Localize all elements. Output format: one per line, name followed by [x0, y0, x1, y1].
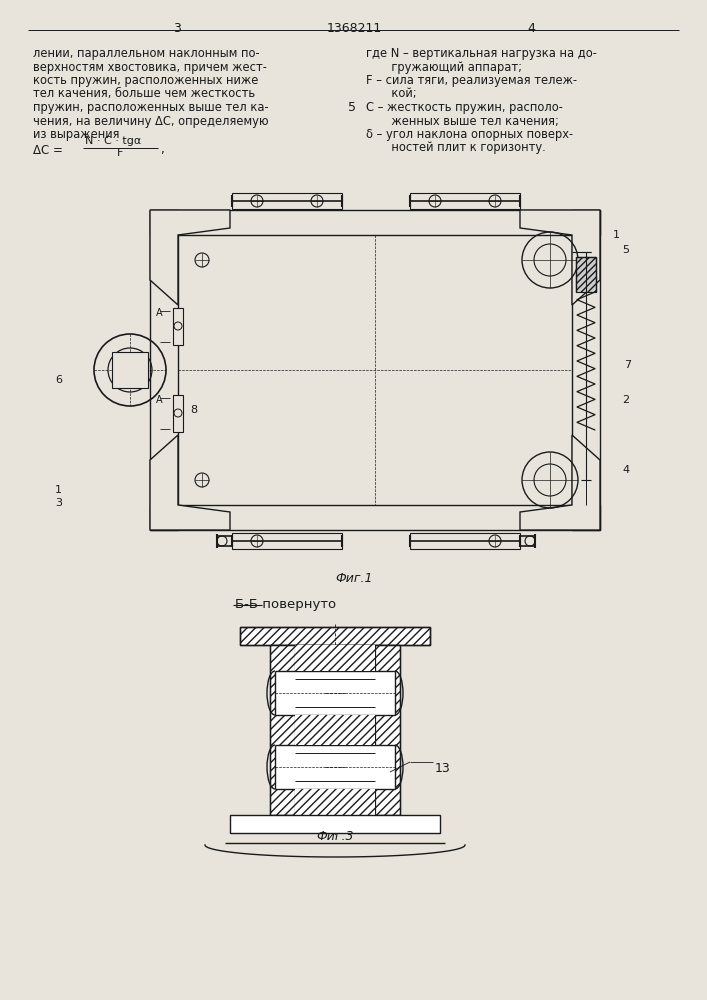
Polygon shape [150, 210, 230, 305]
Polygon shape [520, 435, 600, 530]
Text: кой;: кой; [366, 88, 416, 101]
Bar [375, 645, 400, 815]
Bar [295, 645, 375, 671]
Text: 1: 1 [55, 485, 62, 495]
Text: Фиг.1: Фиг.1 [335, 572, 373, 585]
Text: A: A [156, 308, 163, 318]
Bar [150, 505, 600, 530]
Bar [230, 815, 440, 833]
Text: из выражения: из выражения [33, 128, 119, 141]
Text: 3: 3 [173, 22, 181, 35]
Bar [410, 533, 520, 549]
Text: 7: 7 [624, 360, 631, 370]
Bar [232, 533, 342, 549]
Text: F – сила тяги, реализуемая тележ-: F – сила тяги, реализуемая тележ- [366, 74, 577, 87]
Bar [295, 715, 375, 745]
Bar [240, 627, 430, 645]
Bar [295, 789, 375, 815]
Text: δ – угол наклона опорных поверх-: δ – угол наклона опорных поверх- [366, 128, 573, 141]
Text: Фиг.3: Фиг.3 [316, 830, 354, 843]
Polygon shape [150, 435, 230, 530]
Text: кость пружин, расположенных ниже: кость пружин, расположенных ниже [33, 74, 258, 87]
Text: где N – вертикальная нагрузка на до-: где N – вертикальная нагрузка на до- [366, 47, 597, 60]
Text: ностей плит к горизонту.: ностей плит к горизонту. [366, 141, 546, 154]
Text: 1368211: 1368211 [327, 22, 382, 35]
Bar [275, 671, 395, 715]
Bar [112, 352, 148, 388]
Bar [270, 645, 295, 815]
Bar [576, 257, 596, 292]
Bar [232, 193, 342, 209]
Bar [375, 645, 400, 815]
Text: ΔC =: ΔC = [33, 143, 66, 156]
Text: верхностям хвостовика, причем жест-: верхностям хвостовика, причем жест- [33, 60, 267, 74]
Text: пружин, расположенных выше тел ка-: пружин, расположенных выше тел ка- [33, 101, 269, 114]
Text: женных выше тел качения;: женных выше тел качения; [366, 114, 559, 127]
Text: C – жесткость пружин, располо-: C – жесткость пружин, располо- [366, 101, 563, 114]
Text: 4: 4 [622, 465, 629, 475]
Text: 5: 5 [348, 101, 356, 114]
Polygon shape [520, 210, 600, 305]
Text: F: F [117, 148, 123, 158]
Bar [572, 210, 600, 530]
Text: Б-Б повернуто: Б-Б повернуто [235, 598, 336, 611]
Text: тел качения, больше чем жесткость: тел качения, больше чем жесткость [33, 88, 255, 101]
Text: лении, параллельном наклонным по-: лении, параллельном наклонным по- [33, 47, 259, 60]
Bar [150, 210, 178, 530]
Bar [295, 789, 375, 815]
Bar [270, 645, 400, 815]
Text: 8: 8 [190, 405, 197, 415]
Text: гружающий аппарат;: гружающий аппарат; [366, 60, 522, 74]
Text: 3: 3 [55, 498, 62, 508]
Text: 5: 5 [622, 245, 629, 255]
Text: чения, на величину ΔC, определяемую: чения, на величину ΔC, определяемую [33, 114, 269, 127]
Bar [240, 627, 430, 645]
Text: 13: 13 [435, 762, 451, 775]
Bar [173, 395, 183, 432]
Bar [295, 715, 375, 745]
Text: 6: 6 [55, 375, 62, 385]
Bar [270, 645, 295, 815]
Bar [410, 193, 520, 209]
Text: 1: 1 [613, 230, 620, 240]
Text: A: A [156, 395, 163, 405]
Text: ,: , [160, 143, 164, 156]
Text: N · C · tgα: N · C · tgα [85, 136, 141, 146]
Text: 2: 2 [622, 395, 629, 405]
Bar [173, 308, 183, 345]
Text: 4: 4 [527, 22, 535, 35]
Circle shape [127, 367, 132, 372]
Bar [150, 210, 600, 235]
Bar [275, 745, 395, 789]
Bar [295, 645, 375, 671]
